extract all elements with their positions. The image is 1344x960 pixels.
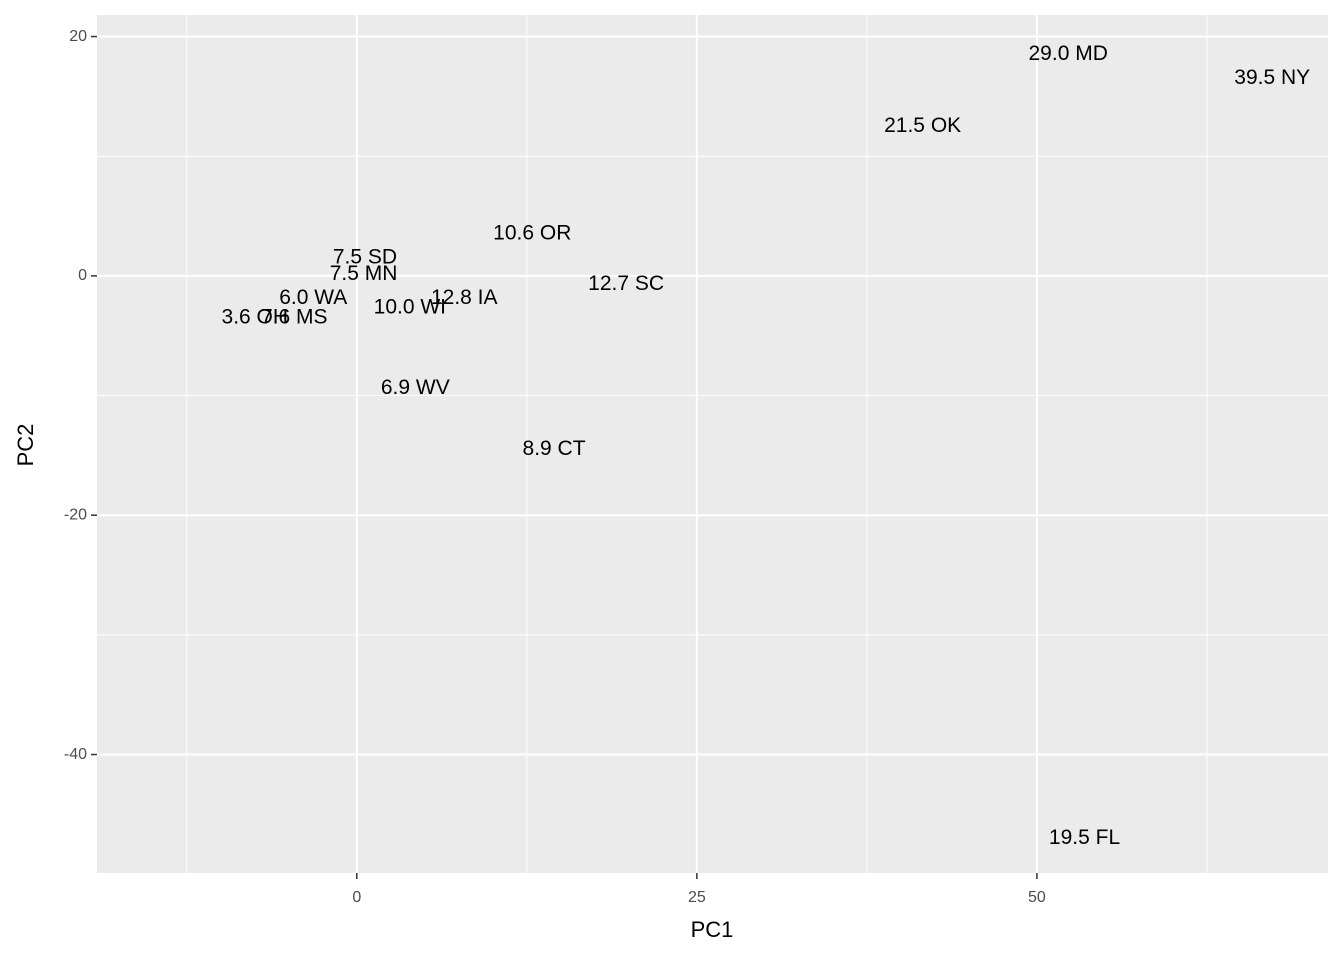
point-label: 12.7 SC	[588, 272, 664, 295]
point-label: 7.6 MS	[261, 305, 328, 328]
point-label: 6.0 WA	[279, 286, 347, 309]
point-label: 8.9 CT	[523, 437, 586, 460]
point-label: 19.5 FL	[1049, 826, 1120, 849]
x-axis-title: PC1	[691, 917, 734, 942]
point-label: 3.6 OH	[222, 305, 289, 328]
y-tick-label: -40	[64, 746, 87, 763]
y-tick-label: 20	[69, 28, 87, 45]
point-label: 10.0 WI	[374, 296, 446, 319]
point-label: 12.8 IA	[431, 286, 498, 309]
y-axis-title: PC2	[13, 424, 38, 467]
point-label: 7.5 MN	[330, 262, 398, 285]
point-label: 21.5 OK	[884, 114, 961, 137]
point-label: 39.5 NY	[1234, 66, 1310, 89]
x-tick-label: 0	[352, 889, 361, 906]
point-label: 7.5 SD	[333, 245, 397, 268]
panel	[97, 15, 1328, 873]
point-label: 6.9 WV	[381, 376, 450, 399]
x-tick-label: 50	[1028, 889, 1046, 906]
y-tick-label: -20	[64, 506, 87, 523]
y-tick-label: 0	[78, 267, 87, 284]
point-label: 10.6 OR	[493, 222, 571, 245]
x-tick-label: 25	[688, 889, 706, 906]
point-label: 29.0 MD	[1029, 42, 1108, 65]
